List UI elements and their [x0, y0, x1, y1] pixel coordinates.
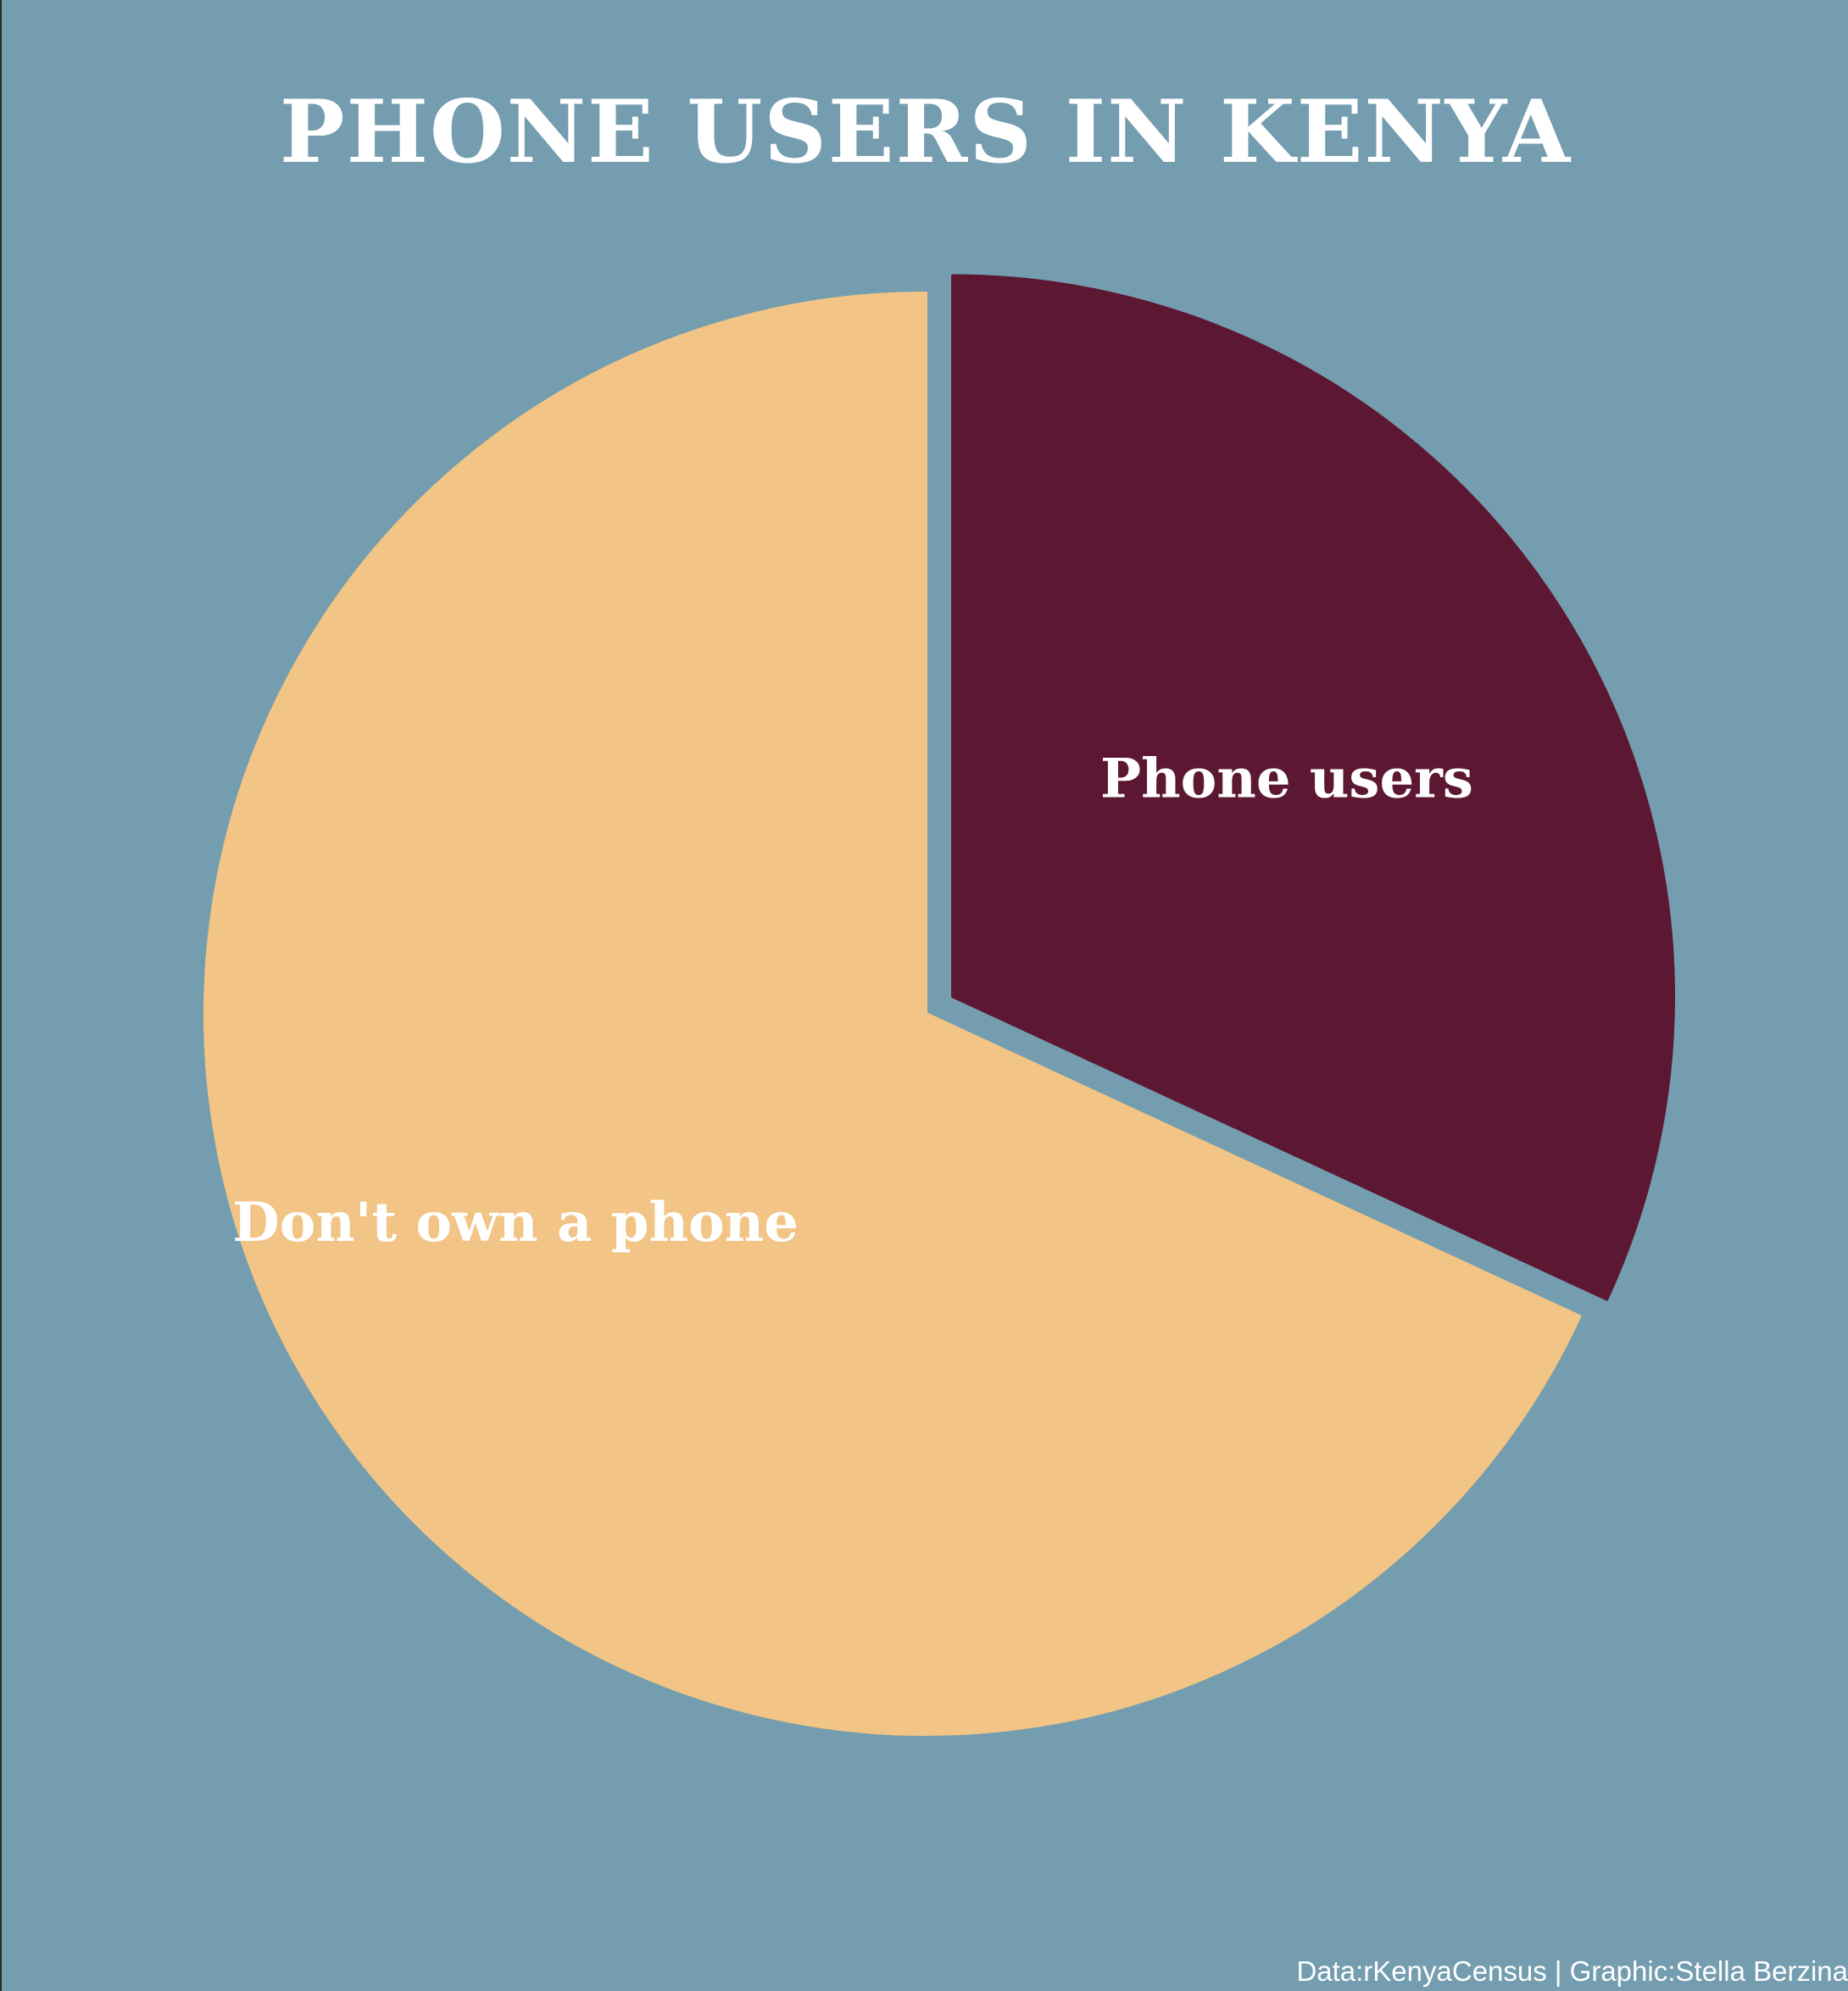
pie-slice-phone-users — [951, 274, 1675, 1301]
chart-title: PHONE USERS IN KENYA — [279, 81, 1572, 183]
pie-slice-don-t-own-a-phone — [203, 292, 1582, 1736]
source-caption: Data:rKenyaCensus | Graphic:Stella Berzi… — [1296, 1955, 1848, 1987]
slice-label: Phone users — [1100, 747, 1473, 810]
slice-label: Don't own a phone — [232, 1191, 799, 1254]
